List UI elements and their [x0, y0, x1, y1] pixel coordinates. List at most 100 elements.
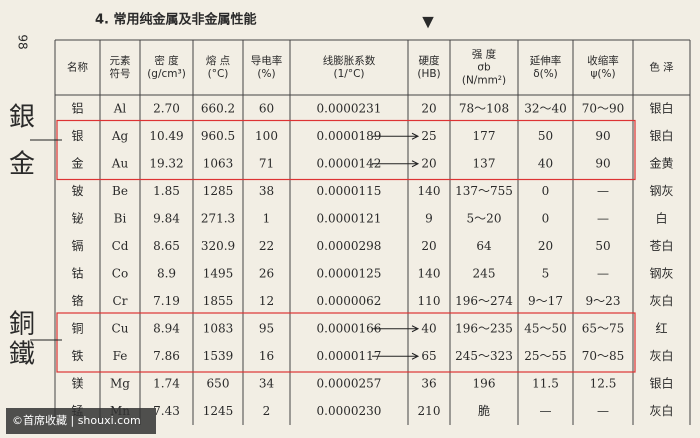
table-cell: 铋 [71, 210, 83, 225]
table-cell: 960.5 [201, 129, 235, 143]
table-cell: 10.49 [149, 129, 183, 143]
table-cell: 320.9 [201, 239, 235, 253]
table-cell: 铝 [71, 100, 83, 115]
table-cell: 镁 [71, 376, 83, 390]
table-cell: 苍白 [649, 238, 673, 253]
table-cell: 灰白 [649, 293, 673, 308]
table-cell: 40 [421, 321, 436, 335]
table-cell: 8.65 [153, 239, 180, 253]
table-cell: 12.5 [590, 376, 617, 390]
table-cell: 32～40 [524, 101, 567, 115]
page-number: 98 [16, 34, 30, 49]
table-cell: Cd [112, 239, 129, 253]
arrow [372, 325, 420, 333]
table-cell: Ag [111, 129, 129, 143]
header-cell: (°C) [208, 68, 229, 80]
table-cell: 9 [425, 211, 433, 225]
table-cell: — [597, 266, 609, 280]
table-cell: 1083 [203, 321, 234, 335]
table-cell: Bi [114, 211, 127, 225]
table-cell: 脆 [478, 403, 490, 418]
table-cell: 177 [473, 129, 496, 143]
table-cell: 1855 [203, 294, 234, 308]
table-cell: 0.0000142 [317, 156, 382, 170]
table-cell: 银 [71, 129, 83, 143]
table-cell: 9～17 [528, 294, 563, 308]
table-cell: 20 [538, 239, 553, 253]
table-cell: 19.32 [149, 156, 183, 170]
arrow [372, 352, 420, 360]
table-cell: 196～274 [455, 294, 513, 308]
marker: ▼ [422, 13, 434, 31]
table-cell: 110 [418, 294, 441, 308]
table-cell: 1285 [203, 184, 234, 198]
table-cell: — [597, 404, 609, 418]
table-cell: 7.19 [153, 294, 180, 308]
arrow [372, 160, 420, 168]
table-cell: 40 [538, 156, 553, 170]
title: 4. 常用纯金属及非金属性能 [95, 12, 257, 28]
header-cell: δ(%) [533, 68, 558, 80]
table-cell: 灰白 [649, 348, 673, 363]
header-cell: 名称 [67, 61, 88, 74]
table-cell: 210 [418, 404, 441, 418]
table-cell: 20 [421, 156, 436, 170]
table-cell: 铁 [71, 349, 83, 363]
table-cell: Fe [113, 349, 128, 363]
watermark-bg [6, 408, 156, 434]
table-cell: 36 [421, 376, 436, 390]
table-cell: 16 [259, 349, 274, 363]
table-cell: 1539 [203, 349, 234, 363]
header-cell: (g/cm³) [147, 68, 186, 80]
table-cell: 0.0000062 [317, 294, 382, 308]
header-cell: 导电率 [251, 54, 283, 67]
table-cell: 0.0000298 [317, 239, 382, 253]
table-cell: 金 [71, 155, 83, 170]
table-cell: 34 [259, 376, 275, 390]
table-cell: 196～235 [455, 321, 513, 335]
table-cell: 0.0000189 [317, 129, 382, 143]
table-cell: 245～323 [455, 349, 513, 363]
table-cell: 2 [263, 404, 271, 418]
table-cell: 铜 [71, 320, 83, 335]
table-cell: 60 [259, 101, 274, 115]
annotation: 銅 [9, 310, 35, 340]
table-cell: Cu [112, 321, 129, 335]
table-cell: 26 [259, 266, 274, 280]
table-cell: 70～85 [582, 349, 625, 363]
table-cell: 45～50 [524, 321, 567, 335]
table-cell: 0.0000257 [317, 376, 382, 390]
table-cell: 0.0000230 [317, 404, 382, 418]
table-cell: 红 [655, 320, 667, 335]
table-cell: 64 [476, 239, 492, 253]
table-cell: 20 [421, 101, 436, 115]
header-cell: 线膨胀系数 [323, 54, 376, 67]
table-cell: 660.2 [201, 101, 235, 115]
table-cell: Au [111, 156, 129, 170]
table-cell: 78～108 [459, 101, 509, 115]
table-cell: 钢灰 [649, 184, 673, 198]
annotation: 鐵 [9, 340, 35, 370]
table-cell: 银白 [649, 375, 673, 390]
table-cell: Mg [110, 376, 130, 390]
highlight-box [56, 312, 636, 373]
table-cell: 银白 [649, 128, 673, 143]
header-cell: 色 泽 [649, 61, 674, 74]
table-cell: 0.0000231 [317, 101, 382, 115]
table-cell: 25～55 [524, 349, 567, 363]
header-cell: σb [477, 62, 491, 74]
highlight-box [56, 119, 636, 181]
table-cell: 50 [595, 239, 610, 253]
table-cell: Co [112, 266, 128, 280]
table-cell: 90 [595, 129, 610, 143]
header-cell: 收缩率 [587, 54, 619, 67]
header-cell: 硬度 [419, 54, 440, 67]
table-cell: 1495 [203, 266, 234, 280]
table-cell: — [597, 184, 609, 198]
table-cell: 0.0000166 [317, 321, 382, 335]
table-cell: — [540, 404, 552, 418]
table-cell: 0.0000125 [317, 266, 382, 280]
table-cell: 271.3 [201, 211, 235, 225]
header-cell: 元素 [110, 54, 131, 67]
table-cell: 白 [655, 210, 667, 225]
